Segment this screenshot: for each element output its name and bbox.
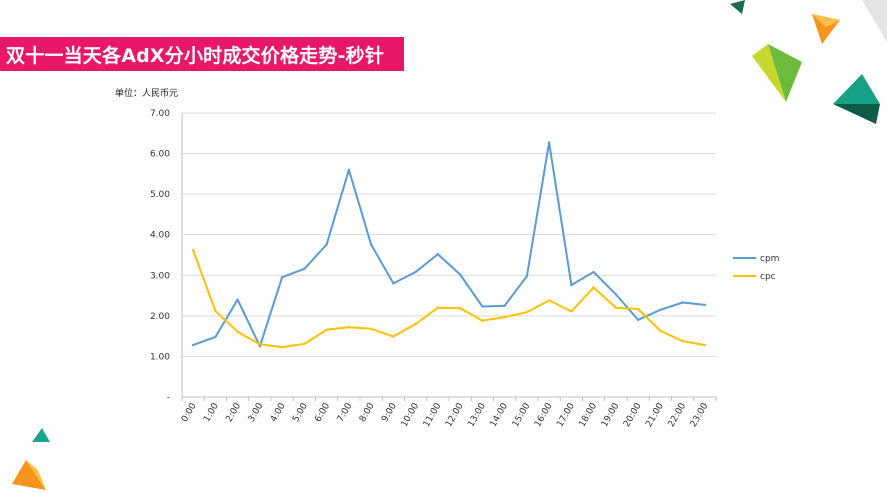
data-point-cpc [369,327,373,331]
x-tick-label: 9:00 [380,401,399,424]
data-point-cpm [570,283,573,287]
data-point-cpm [280,276,284,279]
data-point-cpm [303,267,306,270]
data-point-cpc [525,311,529,314]
y-tick-label: - [167,393,170,403]
data-point-cpm [325,243,328,246]
data-point-cpm [191,343,195,347]
data-point-cpc [458,306,462,310]
data-point-cpc [636,307,640,311]
data-point-cpm [214,335,217,339]
x-tick-label: 23:00 [689,401,711,429]
data-point-cpc [392,335,395,338]
x-tick-label: 2:00 [224,401,243,424]
data-point-cpm [592,270,595,274]
y-tick-label: 4.00 [150,231,170,241]
series-line-cpm [192,141,706,348]
data-point-cpc [303,342,306,346]
x-tick-label: 5:00 [291,401,310,424]
x-tick-label: 21:00 [644,401,666,429]
x-tick-label: 6:00 [313,401,332,424]
data-point-cpm [236,298,239,301]
x-tick-label: 18:00 [578,401,600,429]
x-tick-label: 15:00 [511,401,533,429]
data-point-cpc [681,339,684,343]
x-tick-label: 11:00 [422,401,444,429]
x-tick-label: 8:00 [358,401,377,424]
data-point-cpm [703,303,707,307]
data-point-cpm [347,168,351,171]
series-line-cpc [192,249,706,349]
data-point-cpm [681,301,684,304]
data-point-cpm [414,270,417,274]
data-point-cpc [347,326,351,329]
data-point-cpm [659,308,662,311]
data-point-cpc [236,330,239,333]
x-tick-label: 13:00 [466,401,488,429]
x-tick-label: 20:00 [622,401,644,429]
data-point-cpc [547,299,551,302]
legend-label-cpc: cpc [760,272,776,282]
y-tick-label: 6.00 [150,150,170,160]
data-point-cpc [258,343,262,346]
data-point-cpm [458,273,462,276]
data-point-cpc [436,306,440,309]
data-point-cpm [392,282,395,285]
data-point-cpm [436,252,440,256]
data-point-cpm [503,304,506,307]
x-tick-label: 22:00 [667,401,689,429]
data-point-cpc [570,310,573,313]
data-point-cpc [481,319,484,322]
data-point-cpm [636,318,640,322]
data-point-cpc [614,306,618,309]
data-point-cpm [481,305,484,308]
x-tick-label: 1:00 [202,401,221,424]
x-tick-label: 19:00 [600,401,622,429]
y-tick-label: 3.00 [150,271,170,281]
data-point-cpc [703,343,707,347]
unit-label: 单位：人民币元 [115,89,179,99]
x-tick-label: 12:00 [444,401,466,429]
y-tick-label: 1.00 [150,352,170,362]
data-point-cpc [191,248,195,252]
data-point-cpc [659,329,662,333]
data-point-cpc [325,328,328,331]
data-point-cpm [525,274,529,278]
title-banner: 双十一当天各AdX分小时成交价格走势-秒针 [0,37,404,71]
x-tick-label: 17:00 [555,401,577,429]
y-tick-label: 5.00 [150,190,170,200]
legend-label-cpm: cpm [760,254,779,264]
data-point-cpc [503,315,506,319]
x-tick-label: 16:00 [533,401,555,429]
x-tick-label: 14:00 [489,401,511,429]
y-tick-label: 2.00 [150,312,170,322]
page-title: 双十一当天各AdX分小时成交价格走势-秒针 [6,45,385,67]
x-tick-label: 10:00 [400,401,422,429]
data-point-cpm [614,293,618,296]
y-tick-label: 7.00 [150,109,170,119]
data-point-cpm [258,345,262,348]
data-point-cpc [280,345,284,349]
data-point-cpm [369,243,373,246]
x-tick-label: 3:00 [247,401,266,424]
x-tick-label: 7:00 [336,401,355,424]
data-point-cpc [414,322,417,326]
data-point-cpm [547,141,551,144]
data-point-cpc [592,286,595,289]
x-tick-label: 4:00 [269,401,288,424]
x-tick-label: 0:00 [180,401,199,424]
data-point-cpc [214,309,217,313]
